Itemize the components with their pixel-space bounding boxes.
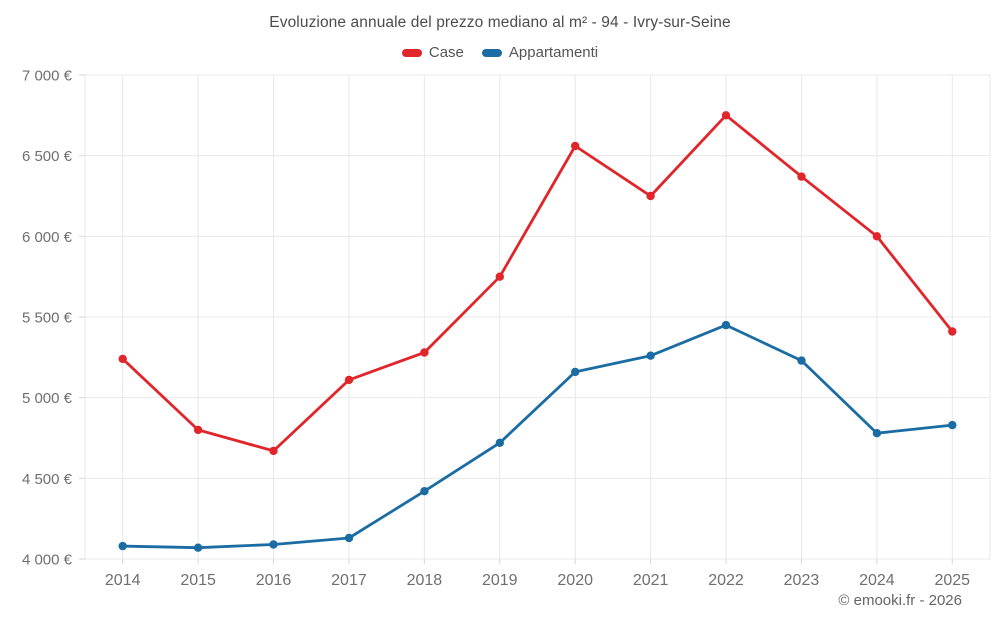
case-legend-label: Case	[428, 44, 464, 61]
legend-item-case[interactable]: Case	[401, 44, 464, 61]
case-point-2021[interactable]	[646, 191, 655, 201]
x-axis-label-2015: 2015	[180, 572, 216, 589]
appartamenti-point-2022[interactable]	[721, 320, 731, 330]
appartamenti-point-2016[interactable]	[269, 540, 278, 549]
appartamenti-point-2015[interactable]	[193, 543, 203, 552]
appartamenti-point-2021[interactable]	[646, 351, 655, 360]
y-axis-label-7000: 7 000 €	[22, 68, 73, 85]
case-line	[121, 113, 954, 453]
case-point-2020[interactable]	[571, 141, 580, 151]
x-axis-label-2022: 2022	[708, 572, 744, 589]
appartamenti-legend-label: Appartamenti	[508, 44, 599, 61]
x-axis-label-2014: 2014	[105, 572, 141, 589]
appartamenti-point-2018[interactable]	[420, 487, 429, 496]
case-legend-swatch	[401, 48, 422, 57]
appartamenti-legend-swatch	[481, 48, 502, 57]
case-point-2014[interactable]	[118, 354, 127, 364]
y-axis-label-5500: 5 500 €	[22, 310, 73, 327]
appartamenti-point-2014[interactable]	[118, 541, 127, 551]
x-axis-label-2023: 2023	[784, 572, 820, 589]
y-axis-label-6000: 6 000 €	[22, 229, 73, 246]
appartamenti-point-2023[interactable]	[797, 356, 806, 365]
x-axis-label-2020: 2020	[557, 572, 593, 589]
x-axis-label-2024: 2024	[859, 572, 895, 589]
case-point-2025[interactable]	[948, 327, 957, 336]
appartamenti-point-2017[interactable]	[344, 533, 354, 543]
case-point-2024[interactable]	[872, 232, 882, 241]
appartamenti-point-2024[interactable]	[872, 429, 882, 438]
legend-item-appartamenti[interactable]: Appartamenti	[481, 44, 599, 61]
x-axis-label-2019: 2019	[482, 572, 518, 589]
case-point-2019[interactable]	[495, 272, 504, 281]
case-point-2015[interactable]	[193, 425, 203, 435]
copyright-footer: © emooki.fr - 2026	[838, 592, 962, 609]
chart-legend: Case Appartamenti	[0, 44, 1000, 61]
case-point-2017[interactable]	[344, 375, 354, 385]
y-axis-label-4000: 4 000 €	[22, 552, 73, 569]
chart-title: Evoluzione annuale del prezzo mediano al…	[269, 14, 731, 31]
y-axis-label-5000: 5 000 €	[22, 390, 73, 407]
case-point-2022[interactable]	[721, 111, 731, 120]
appartamenti-point-2020[interactable]	[571, 367, 580, 377]
x-axis-label-2016: 2016	[256, 572, 292, 589]
x-axis-label-2018: 2018	[407, 572, 443, 589]
x-axis-label-2017: 2017	[331, 572, 367, 589]
case-point-2016[interactable]	[269, 446, 278, 456]
y-axis-label-4500: 4 500 €	[22, 471, 73, 488]
appartamenti-point-2025[interactable]	[948, 420, 957, 430]
appartamenti-line	[121, 323, 954, 550]
case-point-2018[interactable]	[420, 348, 429, 357]
y-axis-label-6500: 6 500 €	[22, 148, 73, 165]
appartamenti-point-2019[interactable]	[495, 438, 504, 447]
case-point-2023[interactable]	[797, 172, 806, 181]
x-axis-label-2025: 2025	[934, 572, 970, 589]
x-axis-label-2021: 2021	[633, 572, 669, 589]
